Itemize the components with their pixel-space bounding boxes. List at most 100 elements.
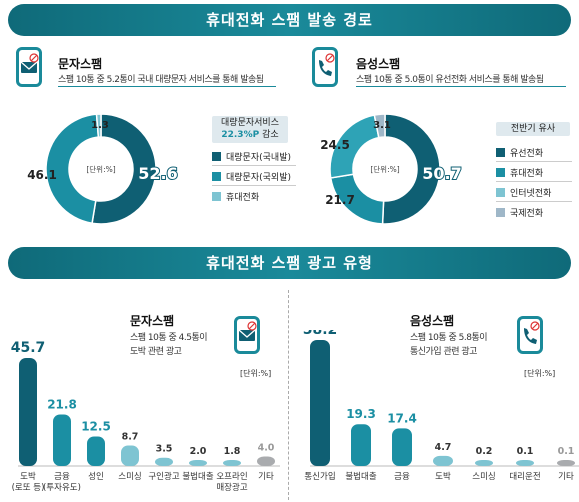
bar-category-label: 구인광고 <box>148 471 179 482</box>
sms-phone-icon <box>234 316 260 354</box>
donut-value-label: 21.7 <box>325 193 355 207</box>
bar <box>257 456 275 466</box>
sms-route-desc: 스팸 10통 중 5.2통이 국내 대량문자 서비스를 통해 발송됨 <box>58 75 264 85</box>
bar-value-label: 19.3 <box>346 407 376 421</box>
legend-item: 인터넷전화 <box>496 184 551 200</box>
legend-swatch <box>212 171 221 181</box>
voice-type-unit: [단위:%] <box>524 369 556 378</box>
legend-label: 휴대전화 <box>510 168 544 179</box>
legend-divider <box>496 181 572 182</box>
bar <box>392 428 412 466</box>
bar-value-label: 12.5 <box>81 419 111 433</box>
donut-slice <box>45 113 100 225</box>
bar-category-label: 스미싱 <box>118 471 141 482</box>
voice-route-title: 음성스팸 <box>356 57 401 71</box>
bar-category-label: 오프라인 <box>216 471 247 482</box>
voice-phone-icon <box>517 316 543 354</box>
legend-swatch <box>496 147 505 157</box>
sms-type-title: 문자스팸 <box>130 314 175 328</box>
legend-note: 대량문자서비스 22.3%P 감소 <box>212 116 288 143</box>
bar-value-label: 45.7 <box>11 340 46 356</box>
bar <box>189 460 207 466</box>
section-title: 휴대전화 스팸 광고 유형 <box>206 254 373 272</box>
bar-value-label: 58.2 <box>303 330 338 338</box>
legend-item: 휴대전화 <box>212 188 259 204</box>
legend-note-line1: 대량문자서비스 <box>221 118 279 128</box>
sms-route-title: 문자스팸 <box>58 57 103 71</box>
bar-category-label: 매장광고 <box>216 482 247 493</box>
legend-item: 유선전화 <box>496 144 543 160</box>
bar <box>557 460 575 466</box>
voice-route-legend: 전반기 유사 유선전화 휴대전화 인터넷전화 국제전화 <box>496 122 576 220</box>
legend-swatch <box>496 207 505 217</box>
sms-route-underline <box>58 86 276 87</box>
donut-value-label: 24.5 <box>320 138 350 152</box>
bar-value-label: 2.0 <box>190 446 207 457</box>
bar-category-label: 대리운전 <box>509 471 540 482</box>
legend-label: 휴대전화 <box>226 192 260 203</box>
sms-type-desc2: 도박 관련 광고 <box>130 347 182 357</box>
donut-slice <box>381 113 441 225</box>
legend-swatch <box>496 167 505 177</box>
bar-value-label: 17.4 <box>387 411 417 425</box>
sms-type-unit: [단위:%] <box>240 369 272 378</box>
bar-value-label: 4.7 <box>435 442 452 453</box>
donut-value-label: 3.1 <box>373 120 391 131</box>
legend-label: 유선전화 <box>510 148 544 159</box>
bar-value-label: 4.0 <box>258 443 275 454</box>
bar-category-label: 불법대출 <box>345 471 376 482</box>
bar <box>155 457 173 466</box>
bar-category-label: 기타 <box>558 472 574 482</box>
voice-type-desc1: 스팸 10통 중 5.8통이 <box>410 333 488 343</box>
bar <box>433 455 453 466</box>
donut-slice <box>95 113 102 138</box>
legend-item: 국제전화 <box>496 204 543 220</box>
sms-route-legend: 대량문자서비스 22.3%P 감소 대량문자(국내발) 대량문자(국외발) 휴대… <box>212 116 302 216</box>
bar-category-label: 도박 <box>435 471 451 482</box>
section-banner-route: 휴대전화 스팸 발송 경로 <box>8 4 571 36</box>
bar <box>121 445 139 466</box>
legend-note: 전반기 유사 <box>496 122 570 136</box>
legend-item: 휴대전화 <box>496 164 543 180</box>
legend-label: 국제전화 <box>510 208 544 219</box>
section-title: 휴대전화 스팸 발송 경로 <box>206 11 373 29</box>
bar-category-label: (투자유도) <box>43 483 81 493</box>
donut-value-label: 50.7 <box>422 164 461 183</box>
bar <box>310 340 330 466</box>
bar-category-label: 성인 <box>88 471 104 482</box>
bar-value-label: 0.2 <box>476 446 493 457</box>
donut-slice <box>91 113 157 225</box>
legend-divider <box>212 185 296 186</box>
bar-category-label: 스미싱 <box>472 471 495 482</box>
section-divider <box>288 290 289 500</box>
bar-category-label: 금융 <box>394 472 410 482</box>
bar-value-label: 8.7 <box>122 431 139 442</box>
legend-note-value: 22.3%P <box>221 130 260 140</box>
bar-category-label: 기타 <box>258 472 274 482</box>
bar <box>19 358 37 466</box>
legend-swatch <box>212 151 221 161</box>
donut-value-label: 1.3 <box>91 120 109 131</box>
bar <box>351 424 371 466</box>
legend-item: 대량문자(국내발) <box>212 148 291 164</box>
donut-unit-label: [단위:%] <box>86 164 115 174</box>
legend-label: 대량문자(국내발) <box>226 152 291 163</box>
legend-swatch <box>496 187 505 197</box>
legend-item: 대량문자(국외발) <box>212 168 291 184</box>
section-banner-type: 휴대전화 스팸 광고 유형 <box>8 247 571 279</box>
sms-type-desc1: 스팸 10통 중 4.5통이 <box>130 333 208 343</box>
voice-type-title: 음성스팸 <box>410 314 455 328</box>
sms-type-bar-chart: 45.7 도박(로또 등) 21.8 금융(투자유도) 12.5 성인 8.7 스미싱 3.5 구… <box>11 340 280 493</box>
bar <box>223 460 241 466</box>
bar-value-label: 21.8 <box>47 397 77 411</box>
legend-label: 대량문자(국외발) <box>226 172 291 183</box>
bar-value-label: 0.1 <box>558 446 575 457</box>
legend-note-text: 감소 <box>262 130 279 140</box>
voice-type-bar-chart: 58.2 통신가입 19.3 불법대출 17.4 금융 4.7 도박 0.2 스미싱 0.1 대리운전… <box>303 330 579 482</box>
bar <box>87 436 105 466</box>
legend-divider <box>496 201 572 202</box>
voice-route-desc: 스팸 10통 중 5.0통이 유선전화 서비스를 통해 발송됨 <box>356 75 544 85</box>
donut-unit-label: [단위:%] <box>370 164 399 174</box>
donut-value-label: 52.6 <box>138 164 177 183</box>
bar-category-label: 통신가입 <box>304 472 335 482</box>
